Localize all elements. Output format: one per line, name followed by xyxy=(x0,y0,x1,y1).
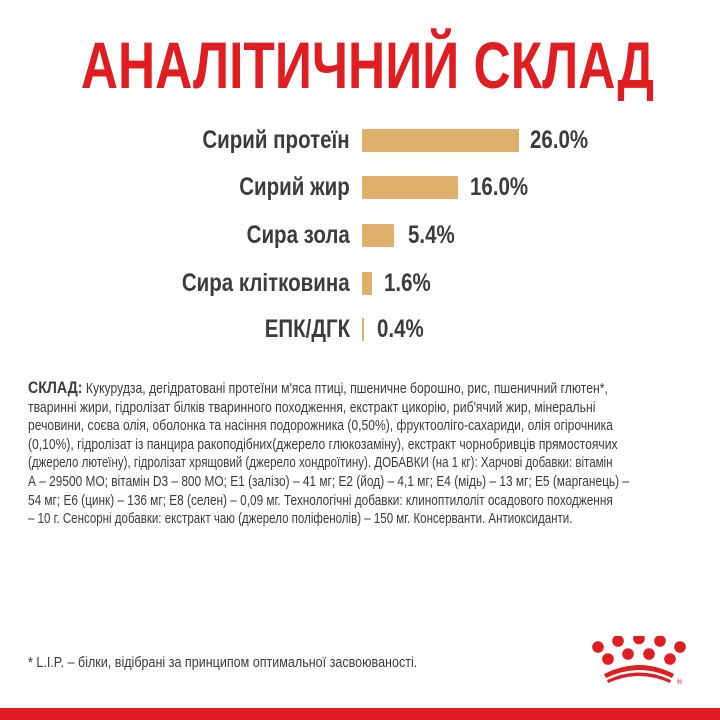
chart-row-epa-dha: ЕПК/ДГК 0.4% xyxy=(0,315,720,343)
composition-line: А – 29500 МО; вітамін D3 – 800 МО; Е1 (з… xyxy=(28,473,629,490)
bar xyxy=(362,272,372,295)
composition-line: СКЛАД: Кукурудза, дегідратовані протеїни… xyxy=(28,378,608,397)
bar-label: Сира клітковина xyxy=(182,269,350,297)
composition-line: – 10 г. Сенсорні добавки: екстракт чаю (… xyxy=(28,511,573,528)
footnote: * L.I.P. – білки, відібрані за принципом… xyxy=(28,655,418,671)
composition-line: (0,10%), гідролізат із панцира ракоподіб… xyxy=(28,436,618,453)
bar-value: 26.0% xyxy=(530,126,589,154)
page-title: АНАЛІТИЧНИЙ СКЛАД xyxy=(80,28,655,102)
bar xyxy=(362,318,364,341)
chart-row-fiber: Сира клітковина 1.6% xyxy=(0,269,720,297)
bar-value: 5.4% xyxy=(408,221,455,249)
bar xyxy=(362,176,458,199)
chart-row-fat: Сирий жир 16.0% xyxy=(0,173,720,201)
bar-label: Сира зола xyxy=(246,221,350,249)
registered-mark: ® xyxy=(676,678,683,686)
chart-row-ash: Сира зола 5.4% xyxy=(0,221,720,249)
bar-label: ЕПК/ДГК xyxy=(264,315,350,343)
royal-canin-crown-icon: ® xyxy=(592,632,692,696)
chart-row-protein: Сирий протеїн 26.0% xyxy=(0,126,720,154)
composition-line: речовини, соєва олія, оболонка та насінн… xyxy=(28,418,613,435)
bar-label: Сирий жир xyxy=(239,173,350,201)
composition-line: 54 мг; Е6 (цинк) – 136 мг; Е8 (селен) – … xyxy=(28,492,613,509)
bar xyxy=(362,224,394,247)
bottom-accent-bar xyxy=(0,708,720,720)
bar xyxy=(362,129,519,152)
bar-value: 16.0% xyxy=(470,173,529,201)
bar-label: Сирий протеїн xyxy=(202,126,350,154)
analytical-composition-chart: Сирий протеїн 26.0% Сирий жир 16.0% Сира… xyxy=(0,126,720,343)
bar-value: 1.6% xyxy=(384,269,431,297)
composition-line: (джерело лютеїну), гідролізат хрящовий (… xyxy=(28,455,613,472)
composition-line: тваринні жири, гідролізат білків тваринн… xyxy=(28,399,596,416)
bar-value: 0.4% xyxy=(377,315,424,343)
composition-text: СКЛАД: Кукурудза, дегідратовані протеїни… xyxy=(28,378,698,529)
composition-heading: СКЛАД: xyxy=(28,378,83,397)
